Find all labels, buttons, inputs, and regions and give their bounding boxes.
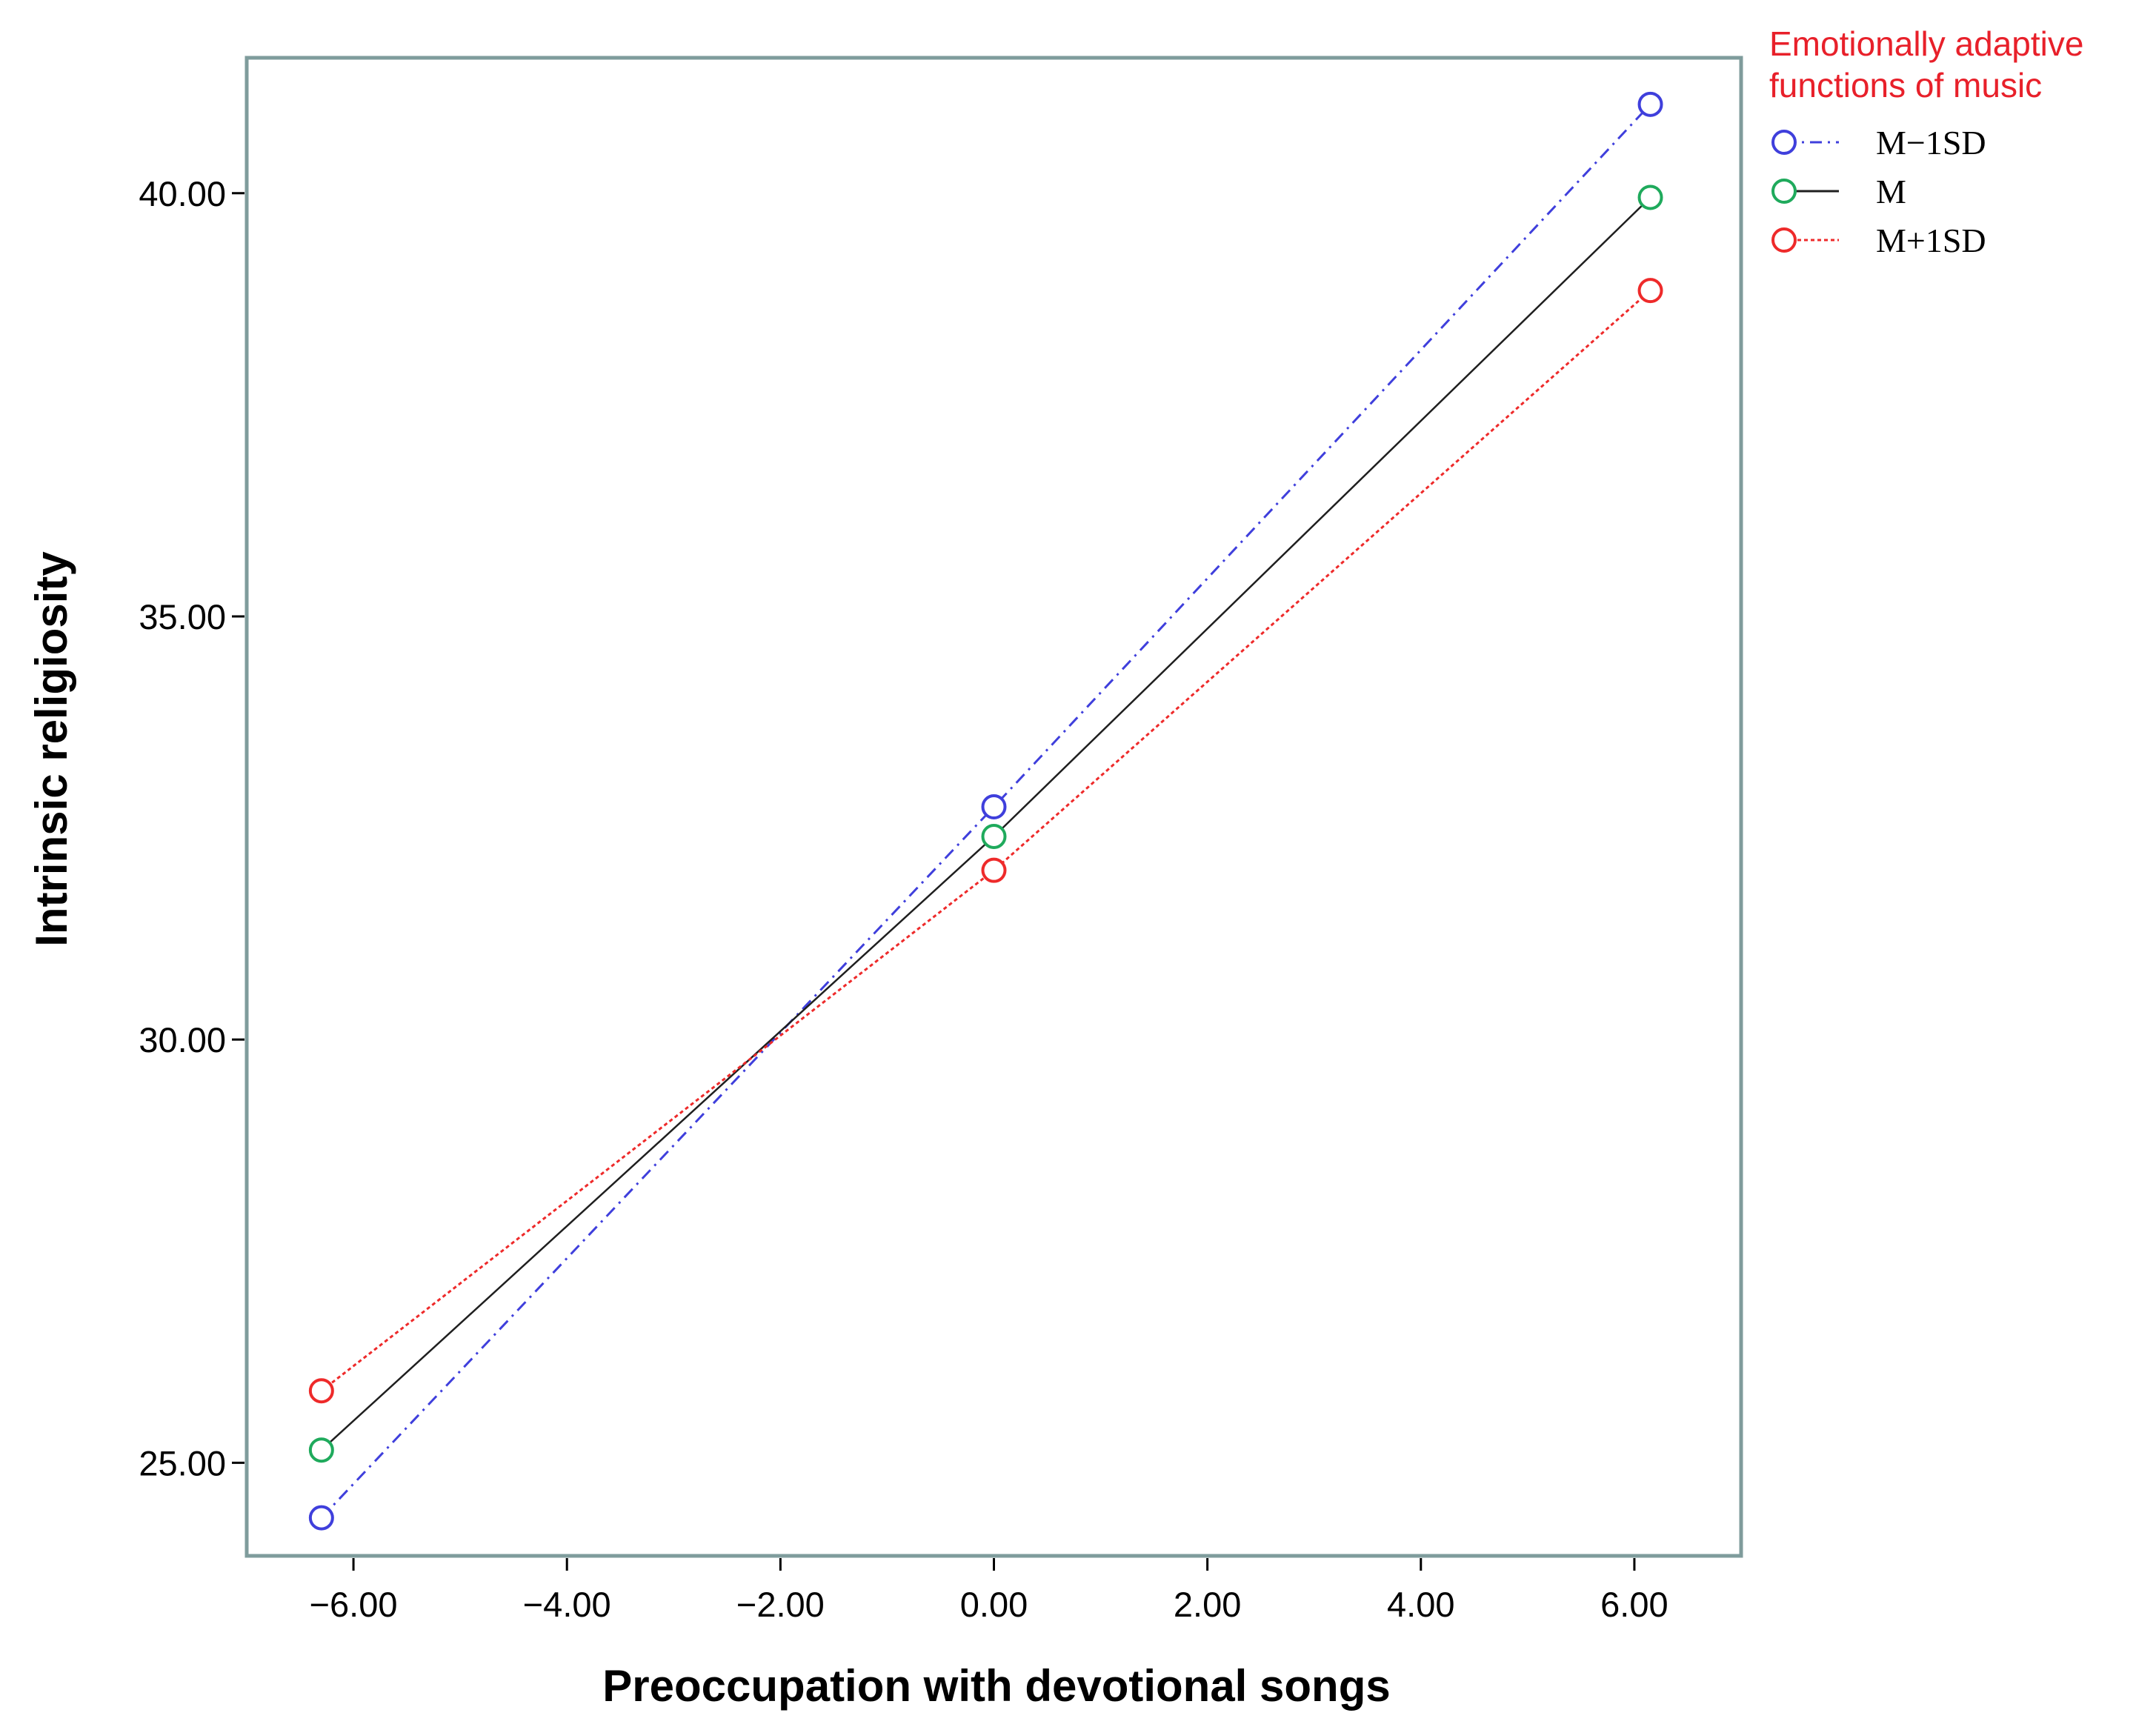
y-axis-title: Intrinsic religiosity <box>27 551 76 947</box>
x-axis-title: Preoccupation with devotional songs <box>602 1661 1390 1711</box>
x-tick-label: −6.00 <box>310 1585 398 1624</box>
data-point <box>308 1505 334 1531</box>
x-tick-label: 6.00 <box>1600 1585 1668 1624</box>
legend-label: M+1SD <box>1876 222 1986 259</box>
data-point <box>308 1378 334 1404</box>
data-point <box>981 823 1007 849</box>
data-point <box>1637 184 1663 210</box>
legend-label: M−1SD <box>1876 124 1986 162</box>
y-tick-label: 25.00 <box>139 1443 226 1483</box>
legend-title-line-1: Emotionally adaptive <box>1769 24 2083 63</box>
legend-marker <box>1771 179 1797 204</box>
data-point <box>308 1437 334 1463</box>
legend: Emotionally adaptive functions of music … <box>1769 24 2083 259</box>
data-point <box>1637 91 1663 117</box>
legend-title-line-2: functions of music <box>1769 66 2042 104</box>
x-tick-label: 4.00 <box>1387 1585 1454 1624</box>
y-tick-label: 30.00 <box>139 1020 226 1059</box>
x-axis: −6.00 −4.00 −2.00 0.00 2.00 4.00 6.00 <box>310 1558 1668 1624</box>
y-axis: 25.00 30.00 35.00 40.00 <box>139 174 244 1483</box>
x-tick-label: −4.00 <box>523 1585 611 1624</box>
data-point <box>981 857 1007 883</box>
y-tick-label: 40.00 <box>139 174 226 213</box>
data-point <box>981 794 1007 819</box>
plot-frame <box>244 56 1743 1558</box>
x-tick-label: −2.00 <box>736 1585 825 1624</box>
legend-marker <box>1771 227 1797 253</box>
y-tick-label: 35.00 <box>139 597 226 636</box>
x-tick-label: 0.00 <box>960 1585 1028 1624</box>
x-tick-label: 2.00 <box>1174 1585 1241 1624</box>
series-line <box>321 196 1651 1451</box>
plot-series <box>308 91 1663 1531</box>
legend-label: M <box>1876 173 1906 210</box>
legend-marker <box>1771 130 1797 155</box>
data-point <box>1637 278 1663 304</box>
